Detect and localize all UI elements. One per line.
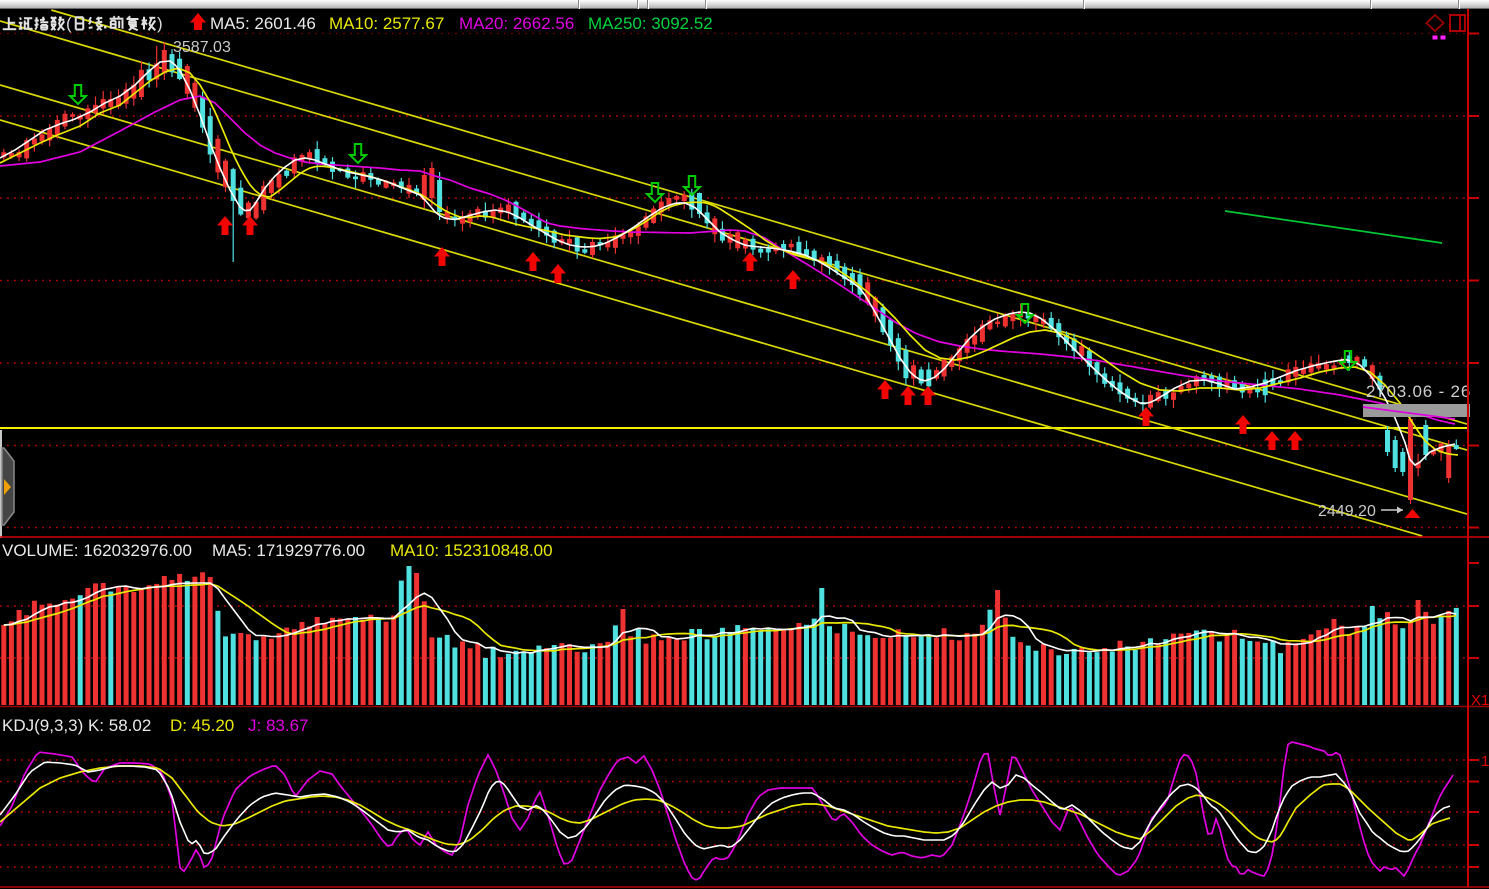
svg-text:D: 45.20: D: 45.20 xyxy=(170,716,234,735)
svg-text:MA20: 2662.56: MA20: 2662.56 xyxy=(459,14,574,33)
svg-text:MA10: 152310848.00: MA10: 152310848.00 xyxy=(390,541,553,560)
svg-text:2703.06 - 26: 2703.06 - 26 xyxy=(1366,382,1471,401)
svg-text:VOLUME: 162032976.00: VOLUME: 162032976.00 xyxy=(2,541,192,560)
svg-text:(: ( xyxy=(66,14,72,33)
svg-text:MA10: 2577.67: MA10: 2577.67 xyxy=(329,14,444,33)
svg-text:3587.03: 3587.03 xyxy=(173,39,231,56)
svg-text:1: 1 xyxy=(1481,753,1489,770)
svg-text:2449.20: 2449.20 xyxy=(1318,503,1376,520)
svg-text:X1: X1 xyxy=(1471,692,1489,709)
svg-text:): ) xyxy=(157,14,163,33)
svg-text:MA5: 2601.46: MA5: 2601.46 xyxy=(210,14,316,33)
svg-text:MA250: 3092.52: MA250: 3092.52 xyxy=(588,14,713,33)
svg-text:MA5: 171929776.00: MA5: 171929776.00 xyxy=(212,541,365,560)
svg-text:KDJ(9,3,3) K: 58.02: KDJ(9,3,3) K: 58.02 xyxy=(2,716,151,735)
svg-text:J: 83.67: J: 83.67 xyxy=(248,716,309,735)
